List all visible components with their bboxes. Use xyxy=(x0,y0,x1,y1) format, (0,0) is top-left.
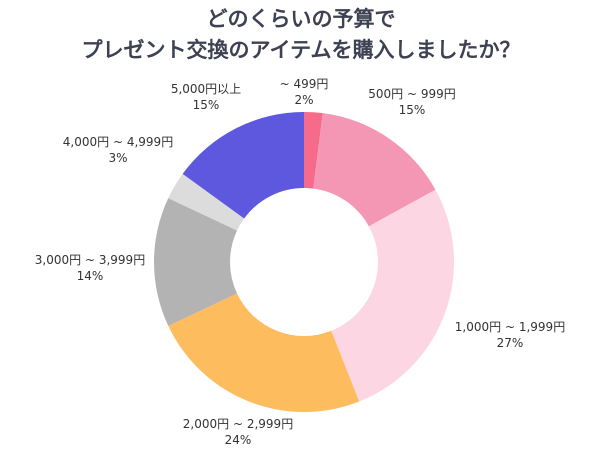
percent-label: 3% xyxy=(108,151,128,165)
donut-slice xyxy=(154,198,238,326)
slice-label: 2,000円 ~ 2,999円 24% xyxy=(183,416,293,448)
percent-label: 24% xyxy=(224,433,252,447)
slice-label: 500円 ~ 999円 15% xyxy=(368,86,456,118)
donut-slice xyxy=(168,173,245,231)
category-label: 1,000円 ~ 1,999円 xyxy=(454,320,566,334)
donut-slice xyxy=(313,113,436,227)
percent-label: 14% xyxy=(76,269,104,283)
category-label: 3,000円 ~ 3,999円 xyxy=(34,253,146,267)
percent-label: 27% xyxy=(496,336,524,350)
category-label: ~ 499円 xyxy=(279,77,329,91)
chart-title: どのくらいの予算で プレゼント交換のアイテムを購入しましたか？ xyxy=(0,4,602,66)
donut-slice xyxy=(331,189,454,402)
category-label: 500円 ~ 999円 xyxy=(368,87,456,101)
slice-label: 4,000円 ~ 4,999円 3% xyxy=(63,134,173,166)
percent-label: 15% xyxy=(192,98,220,112)
slice-label: 5,000円以上 15% xyxy=(171,81,241,113)
category-label: 2,000円 ~ 2,999円 xyxy=(182,417,294,431)
category-label: 4,000円 ~ 4,999円 xyxy=(62,135,174,149)
donut-slice xyxy=(182,112,304,219)
slice-label: 3,000円 ~ 3,999円 14% xyxy=(35,252,145,284)
category-label: 5,000円以上 xyxy=(170,82,242,96)
donut-slice xyxy=(304,112,323,189)
slice-label: 1,000円 ~ 1,999円 27% xyxy=(455,319,565,351)
title-line-2: プレゼント交換のアイテムを購入しましたか？ xyxy=(81,38,521,62)
percent-label: 2% xyxy=(294,93,314,107)
slice-label: ~ 499円 2% xyxy=(280,76,329,108)
donut-slice xyxy=(168,293,360,412)
percent-label: 15% xyxy=(398,103,426,117)
title-line-1: どのくらいの予算で xyxy=(206,7,396,31)
